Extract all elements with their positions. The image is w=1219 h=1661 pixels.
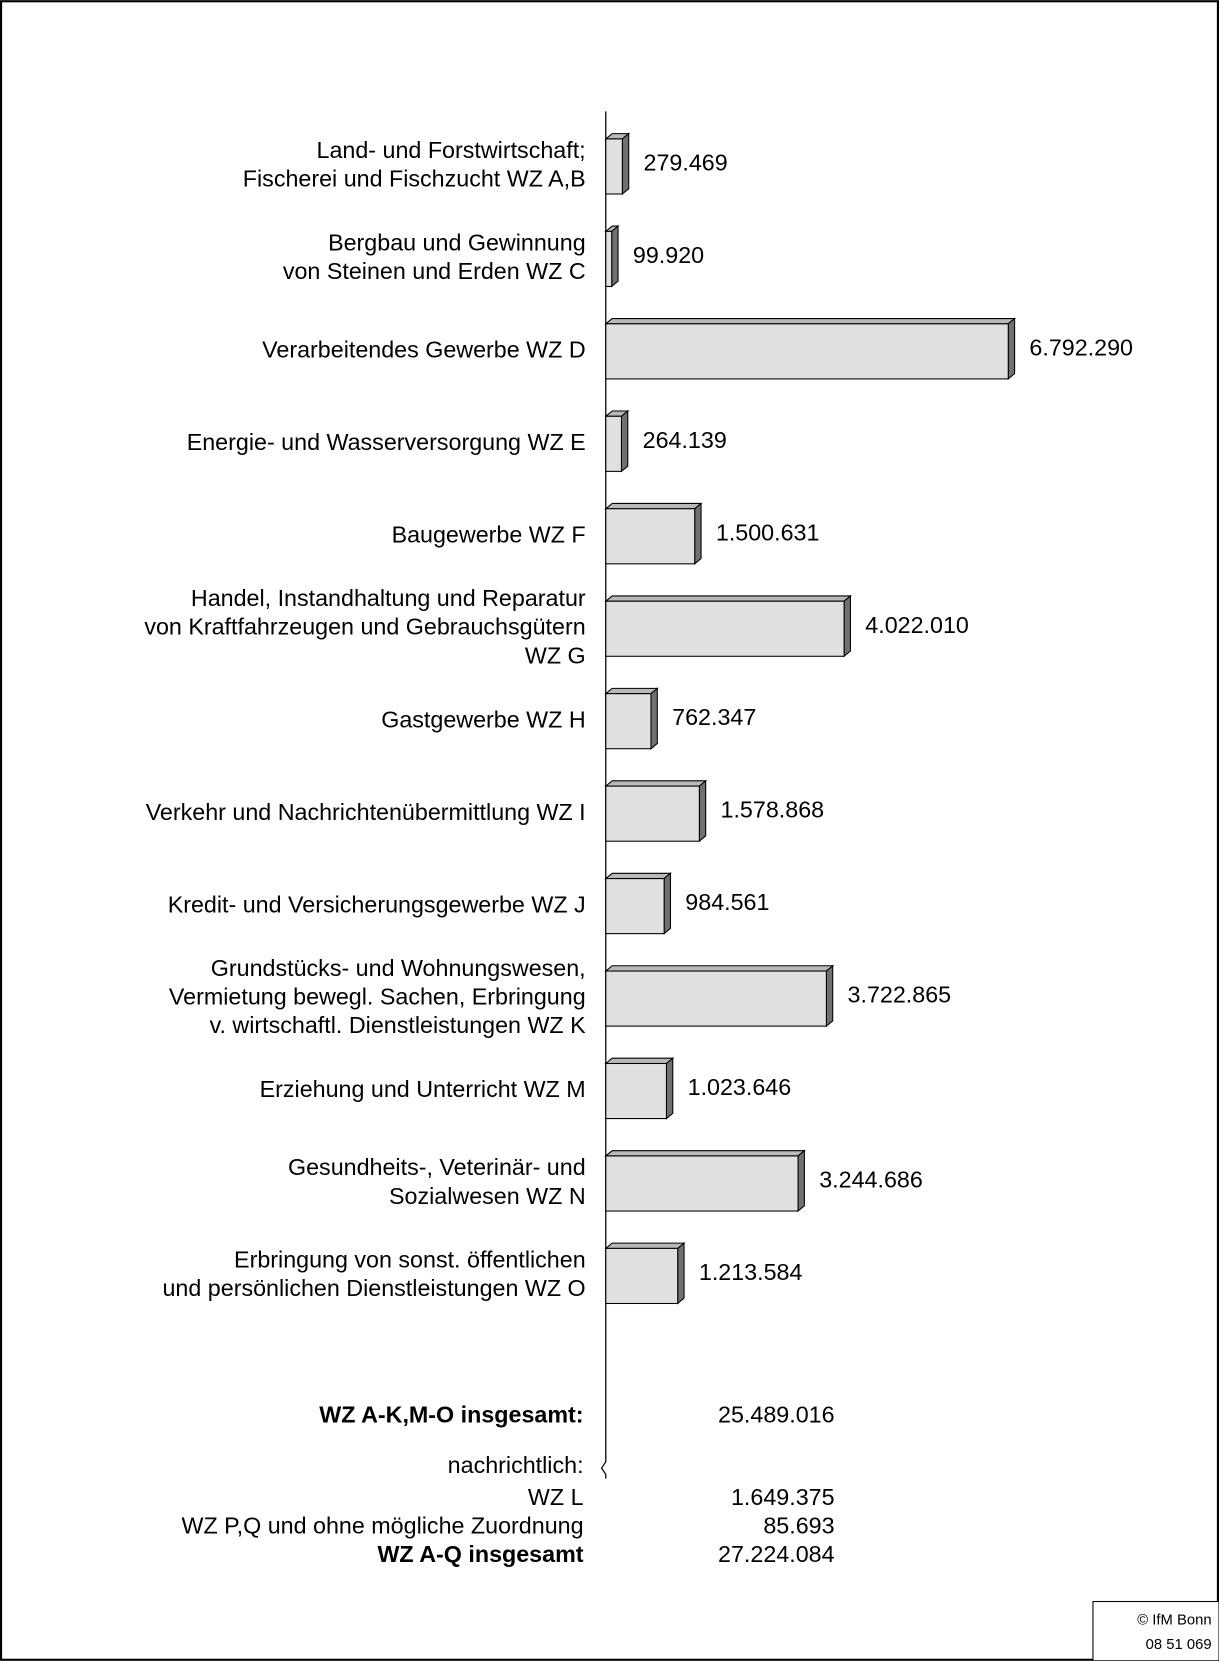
bar	[604, 502, 703, 565]
category-label: Baugewerbe WZ F	[392, 521, 586, 547]
bar-top	[604, 1150, 806, 1157]
bar	[604, 964, 835, 1028]
bar	[604, 872, 672, 935]
bar-front	[605, 970, 827, 1027]
bar-front	[605, 600, 845, 657]
category-label: Handel, Instandhaltung und Reparatur von …	[144, 585, 586, 668]
category-label: Erziehung und Unterricht WZ M	[260, 1076, 586, 1102]
summary-label: WZ A-Q insgesamt	[377, 1541, 583, 1567]
bar-top	[604, 318, 1017, 325]
bar-side	[650, 687, 658, 750]
value-label: 3.244.686	[819, 1167, 923, 1193]
category-label: Land- und Forstwirtschaft; Fischerei und …	[243, 137, 586, 192]
bar-side	[677, 1241, 685, 1305]
value-label: 762.347	[672, 704, 756, 730]
bar-side	[797, 1149, 805, 1213]
bar-top	[604, 1242, 686, 1249]
bar-top	[604, 965, 835, 972]
category-label: Bergbau und Gewinnung von Steinen und Erd…	[283, 230, 586, 285]
value-label: 6.792.290	[1029, 334, 1133, 360]
bar	[604, 1057, 675, 1120]
bar-front	[605, 138, 623, 195]
value-label: 279.469	[644, 149, 728, 175]
bar-front	[605, 785, 700, 842]
bar-top	[604, 687, 659, 695]
summary-value: 25.489.016	[718, 1401, 835, 1427]
bar-side	[843, 594, 851, 658]
bar-front	[605, 878, 665, 935]
bar-side	[825, 964, 834, 1028]
bar-side	[611, 224, 619, 288]
bar-top	[604, 872, 672, 880]
bar-side	[1007, 317, 1016, 381]
bar-side	[621, 132, 630, 196]
bar-side	[620, 409, 629, 473]
bar	[604, 409, 630, 473]
bar-top	[604, 1057, 675, 1065]
bar-front	[605, 1247, 679, 1305]
value-label: 264.139	[643, 427, 727, 453]
value-label: 984.561	[685, 889, 769, 915]
bar-front	[605, 508, 696, 565]
bar-side	[694, 502, 702, 565]
summary-value: 85.693	[763, 1513, 834, 1539]
bar-front	[605, 693, 652, 750]
category-label: Grundstücks- und Wohnungswesen, Vermietun…	[169, 955, 586, 1038]
bar	[604, 224, 620, 288]
bar	[604, 132, 631, 196]
credit-box	[1092, 1600, 1219, 1661]
summary-value: 27.224.084	[718, 1541, 835, 1567]
value-label: 1.578.868	[721, 797, 825, 823]
bar-side	[665, 1057, 674, 1120]
summary-value: 1.649.375	[731, 1484, 835, 1510]
bar-side	[698, 779, 707, 843]
category-label: Verkehr und Nachrichtenübermittlung WZ I	[146, 799, 586, 825]
bar-top	[604, 780, 708, 787]
category-label: Gesundheits-, Veterinär- und Sozialwesen …	[288, 1154, 586, 1209]
summary-label: WZ P,Q und ohne mögliche Zuordnung	[181, 1513, 583, 1539]
category-label: Kredit- und Versicherungsgewerbe WZ J	[168, 891, 586, 917]
bar-front	[605, 230, 613, 287]
bar-top	[604, 595, 852, 602]
bar-front	[605, 1062, 667, 1120]
bar-front	[605, 323, 1009, 380]
value-label: 4.022.010	[865, 612, 969, 638]
bar-front	[605, 1155, 799, 1212]
bar	[604, 1241, 686, 1305]
bar	[604, 317, 1017, 381]
value-label: 3.722.865	[848, 982, 952, 1008]
category-label: Verarbeitendes Gewerbe WZ D	[262, 337, 586, 363]
bar-top	[604, 502, 703, 510]
value-label: 99.920	[633, 242, 704, 268]
bar	[604, 1149, 806, 1213]
value-label: 1.023.646	[688, 1074, 792, 1100]
bar-side	[663, 872, 672, 935]
value-label: 1.213.584	[699, 1259, 803, 1285]
summary-label: WZ A-K,M-O insgesamt:	[319, 1401, 583, 1427]
category-label: Gastgewerbe WZ H	[381, 706, 585, 732]
value-label: 1.500.631	[716, 519, 820, 545]
category-label: Energie- und Wasserversorgung WZ E	[187, 429, 586, 455]
bar	[604, 779, 708, 843]
bar	[604, 687, 659, 750]
bar	[604, 594, 852, 658]
copyright: © IfM Bonn	[1137, 1612, 1211, 1628]
bar-front	[605, 415, 622, 472]
code: 08 51 069	[1146, 1637, 1212, 1653]
summary-label: WZ L	[528, 1484, 584, 1510]
summary-label: nachrichtlich:	[448, 1452, 584, 1478]
category-label: Erbringung von sonst. öffentlichen und pe…	[162, 1247, 585, 1302]
